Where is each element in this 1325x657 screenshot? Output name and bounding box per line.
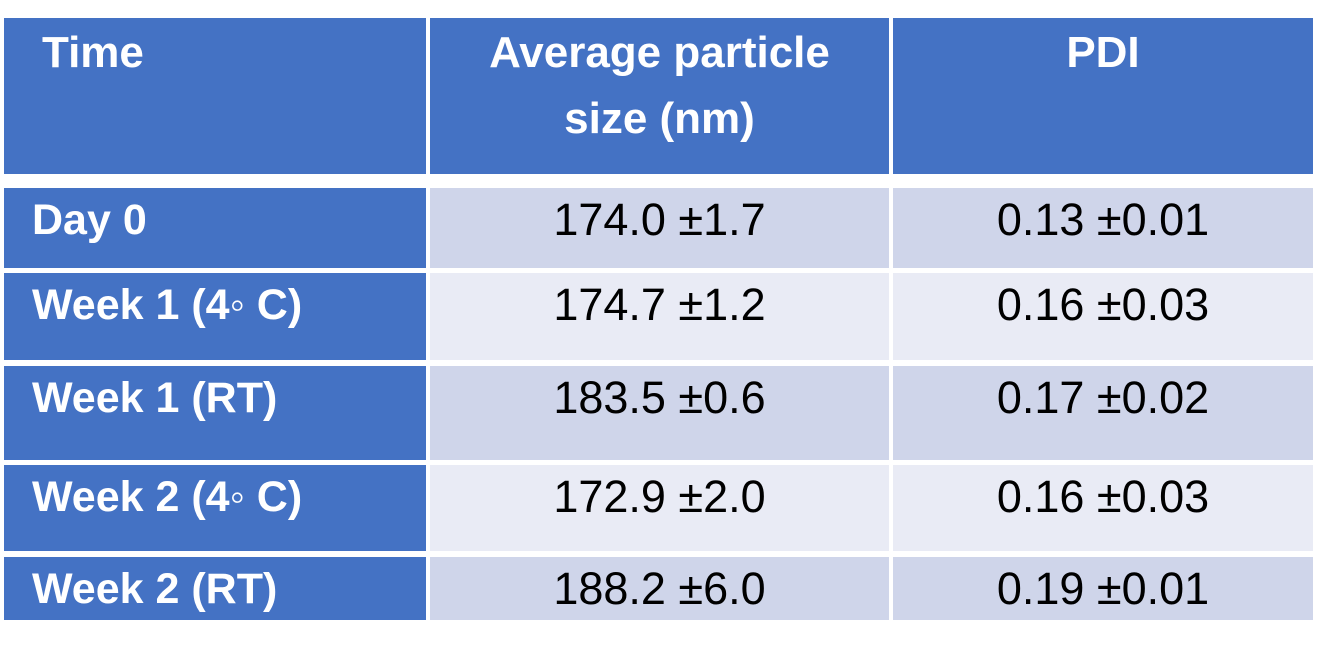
cell-time: Week 2 (4◦ C) xyxy=(32,473,303,521)
cell-pdi: 0.17 ±0.02 xyxy=(893,366,1313,460)
cell-size: 174.0 ±1.7 xyxy=(430,188,889,268)
cell-size-value: 183.5 ±0.6 xyxy=(553,372,766,423)
cell-size-value: 188.2 ±6.0 xyxy=(553,563,766,614)
header-pdi-label: PDI xyxy=(1066,28,1140,77)
cell-pdi-value: 0.19 ±0.01 xyxy=(996,563,1210,614)
cell-size-value: 174.0 ±1.7 xyxy=(553,194,766,245)
table-row-time: Week 1 (RT) xyxy=(4,366,426,460)
cell-pdi-value: 0.13 ±0.01 xyxy=(996,194,1210,245)
cell-size: 174.7 ±1.2 xyxy=(430,273,889,360)
cell-pdi-value: 0.16 ±0.03 xyxy=(996,279,1210,330)
header-pdi: PDI xyxy=(893,18,1313,174)
cell-pdi: 0.19 ±0.01 xyxy=(893,557,1313,620)
cell-pdi-value: 0.16 ±0.03 xyxy=(996,471,1210,522)
cell-pdi: 0.13 ±0.01 xyxy=(893,188,1313,268)
cell-time: Week 1 (RT) xyxy=(32,374,278,422)
header-average-particle-size-label: Average particle size (nm) xyxy=(489,28,830,143)
table-row-time: Week 1 (4◦ C) xyxy=(4,273,426,360)
cell-pdi: 0.16 ±0.03 xyxy=(893,273,1313,360)
cell-time: Week 2 (RT) xyxy=(32,565,278,613)
cell-size: 183.5 ±0.6 xyxy=(430,366,889,460)
cell-time: Week 1 (4◦ C) xyxy=(32,281,303,329)
cell-size-value: 172.9 ±2.0 xyxy=(553,471,766,522)
header-time: Time xyxy=(4,18,426,174)
cell-size: 188.2 ±6.0 xyxy=(430,557,889,620)
cell-pdi-value: 0.17 ±0.02 xyxy=(996,372,1210,423)
table-row-time: Week 2 (4◦ C) xyxy=(4,465,426,551)
cell-pdi: 0.16 ±0.03 xyxy=(893,465,1313,551)
table-row-time: Day 0 xyxy=(4,188,426,268)
header-time-label: Time xyxy=(42,28,144,77)
table-row-time: Week 2 (RT) xyxy=(4,557,426,620)
header-average-particle-size: Average particle size (nm) xyxy=(430,18,889,174)
cell-size: 172.9 ±2.0 xyxy=(430,465,889,551)
cell-time: Day 0 xyxy=(32,196,147,244)
cell-size-value: 174.7 ±1.2 xyxy=(553,279,766,330)
